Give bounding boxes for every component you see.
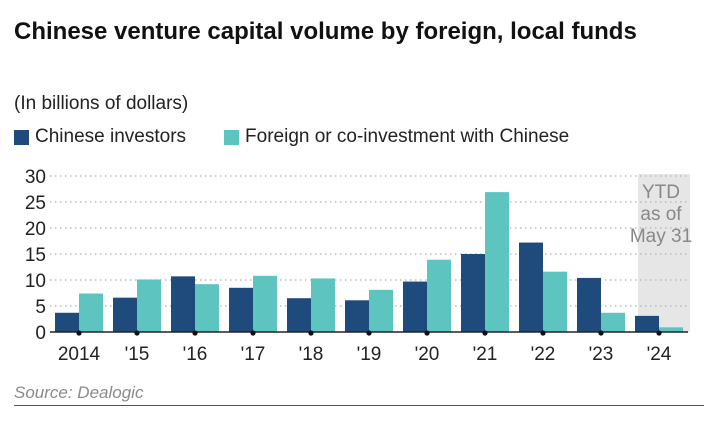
legend-item-foreign: Foreign or co-investment with Chinese bbox=[224, 126, 569, 148]
x-tick-mark bbox=[482, 330, 488, 336]
x-tick-label: '24 bbox=[647, 344, 672, 365]
bar-chinese bbox=[113, 297, 137, 332]
bottom-divider bbox=[14, 405, 704, 406]
x-tick-mark bbox=[540, 330, 546, 336]
bar-foreign bbox=[601, 312, 625, 332]
x-tick-mark bbox=[76, 330, 82, 336]
bar-foreign bbox=[427, 259, 451, 332]
chart-title: Chinese venture capital volume by foreig… bbox=[14, 18, 637, 45]
y-tick-label: 20 bbox=[25, 219, 46, 240]
bar-chinese bbox=[635, 315, 659, 332]
x-tick-mark bbox=[656, 330, 662, 336]
x-tick-mark bbox=[250, 330, 256, 336]
x-tick-label: '20 bbox=[415, 344, 440, 365]
x-tick-label: '16 bbox=[183, 344, 208, 365]
bar-foreign bbox=[311, 278, 335, 332]
legend-swatch-foreign bbox=[224, 129, 240, 145]
bar-chinese bbox=[461, 254, 485, 332]
y-tick-label: 10 bbox=[25, 271, 46, 292]
x-tick-label: '21 bbox=[473, 344, 498, 365]
x-tick-label: '18 bbox=[299, 344, 324, 365]
bar-foreign bbox=[137, 279, 161, 332]
x-tick-label: '15 bbox=[125, 344, 150, 365]
bar-chinese bbox=[171, 276, 195, 332]
bar-foreign bbox=[79, 293, 103, 332]
x-tick-label: '17 bbox=[241, 344, 266, 365]
chart-subtitle: (In billions of dollars) bbox=[14, 93, 189, 114]
bar-foreign bbox=[543, 271, 567, 332]
legend-label-chinese: Chinese investors bbox=[35, 126, 187, 147]
ytd-annotation-line: as of bbox=[640, 204, 682, 225]
bar-chinese bbox=[403, 281, 427, 332]
bar-chinese bbox=[519, 242, 543, 332]
y-tick-label: 15 bbox=[25, 245, 46, 266]
bar-chinese bbox=[55, 312, 79, 332]
x-tick-label: '23 bbox=[589, 344, 614, 365]
y-tick-label: 25 bbox=[25, 193, 46, 214]
bar-chinese bbox=[577, 277, 601, 332]
source-note: Source: Dealogic bbox=[14, 383, 144, 402]
x-tick-mark bbox=[134, 330, 140, 336]
x-tick-label: '22 bbox=[531, 344, 556, 365]
legend-item-chinese: Chinese investors bbox=[14, 126, 186, 148]
x-tick-mark bbox=[308, 330, 314, 336]
bar-chinese bbox=[229, 287, 253, 332]
bar-chinese bbox=[345, 300, 369, 332]
bar-foreign bbox=[485, 192, 509, 332]
y-tick-label: 0 bbox=[35, 323, 46, 344]
x-tick-mark bbox=[424, 330, 430, 336]
bar-chinese bbox=[287, 298, 311, 332]
x-tick-mark bbox=[192, 330, 198, 336]
legend-swatch-chinese bbox=[14, 129, 29, 145]
bar-foreign bbox=[195, 284, 219, 332]
bar-foreign bbox=[659, 327, 683, 332]
x-tick-label: 2014 bbox=[58, 344, 101, 365]
x-tick-mark bbox=[366, 330, 372, 336]
x-tick-mark bbox=[598, 330, 604, 336]
ytd-annotation-line: YTD bbox=[642, 182, 680, 203]
bar-foreign bbox=[369, 289, 393, 332]
x-tick-label: '19 bbox=[357, 344, 382, 365]
bar-foreign bbox=[253, 275, 277, 332]
legend: Chinese investors Foreign or co-investme… bbox=[14, 126, 569, 148]
y-tick-label: 30 bbox=[25, 167, 46, 188]
legend-label-foreign: Foreign or co-investment with Chinese bbox=[245, 126, 570, 147]
y-tick-label: 5 bbox=[35, 297, 46, 318]
ytd-annotation-line: May 31 bbox=[630, 226, 692, 247]
